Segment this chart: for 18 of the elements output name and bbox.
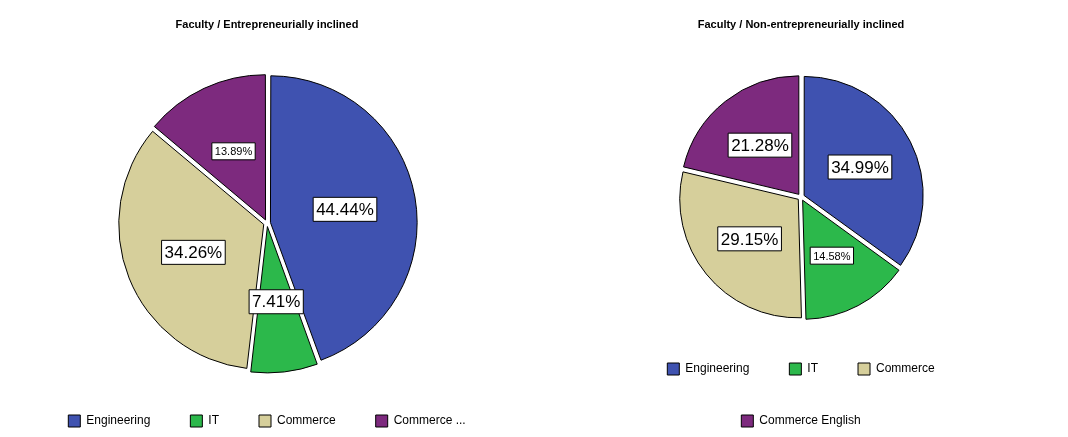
legend-label: Commerce	[277, 413, 337, 428]
data-label: 34.99%	[831, 157, 889, 177]
data-label: 44.44%	[316, 200, 374, 220]
data-label: 29.15%	[720, 229, 779, 249]
legend-label: Engineering	[86, 413, 151, 428]
data-label: 14.58%	[813, 249, 851, 262]
data-label: 13.89%	[214, 145, 253, 158]
legend-label: Engineering	[685, 361, 750, 376]
data-label: 21.28%	[731, 135, 789, 155]
data-label: 7.41%	[252, 292, 301, 312]
legend-label: Commerce	[876, 361, 936, 376]
legend-label: Commerce English	[759, 413, 861, 428]
data-label: 34.26%	[164, 243, 223, 263]
chart-title: Faculty / Non-entrepreneurially inclined	[697, 17, 905, 30]
legend-label: IT	[807, 361, 819, 376]
legend-label: IT	[208, 413, 220, 428]
legend-label: Commerce ...	[393, 413, 466, 428]
chart-title: Faculty / Entrepreneurially inclined	[175, 17, 359, 30]
